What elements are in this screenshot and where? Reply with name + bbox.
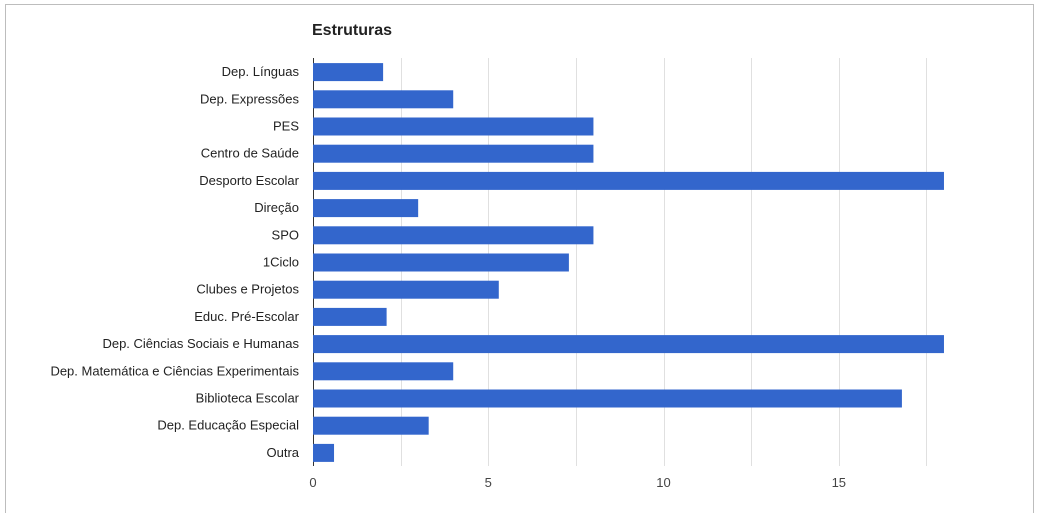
bar[interactable] xyxy=(313,416,429,435)
bar[interactable] xyxy=(313,389,902,408)
category-label: Centro de Saúde xyxy=(201,146,299,161)
chart-title: Estruturas xyxy=(312,22,393,39)
category-label: Educ. Pré-Escolar xyxy=(194,309,299,324)
bar[interactable] xyxy=(313,171,944,190)
category-label: SPO xyxy=(272,227,299,242)
bars xyxy=(313,63,944,462)
category-label: Dep. Educação Especial xyxy=(157,418,299,433)
x-tick-label: 10 xyxy=(656,475,670,490)
bar[interactable] xyxy=(313,63,384,82)
bar[interactable] xyxy=(313,253,569,272)
bar[interactable] xyxy=(313,362,454,381)
x-tick-label: 0 xyxy=(309,475,316,490)
category-label: Desporto Escolar xyxy=(199,173,299,188)
bar[interactable] xyxy=(313,280,499,299)
bar[interactable] xyxy=(313,144,594,163)
category-label: Dep. Matemática e Ciências Experimentais xyxy=(50,363,299,378)
category-label: PES xyxy=(273,119,299,134)
category-label: Dep. Expressões xyxy=(200,91,299,106)
category-labels: Dep. Línguas Dep. Expressões PES Centro de … xyxy=(50,64,299,460)
category-label: Clubes e Projetos xyxy=(196,282,299,297)
bar[interactable] xyxy=(313,335,944,354)
category-label: Biblioteca Escolar xyxy=(196,391,300,406)
category-label: 1Ciclo xyxy=(263,255,299,270)
category-label: Dep. Ciências Sociais e Humanas xyxy=(102,336,299,351)
category-label: Outra xyxy=(266,445,299,460)
bar[interactable] xyxy=(313,443,335,462)
bar[interactable] xyxy=(313,199,419,218)
bar[interactable] xyxy=(313,226,594,245)
category-label: Dep. Línguas xyxy=(222,64,300,79)
bar[interactable] xyxy=(313,90,454,109)
x-axis-ticks: 0 5 10 15 xyxy=(309,475,846,490)
x-tick-label: 15 xyxy=(832,475,846,490)
bar[interactable] xyxy=(313,117,594,136)
category-label: Direção xyxy=(254,200,299,215)
x-tick-label: 5 xyxy=(485,475,492,490)
bar[interactable] xyxy=(313,307,387,326)
